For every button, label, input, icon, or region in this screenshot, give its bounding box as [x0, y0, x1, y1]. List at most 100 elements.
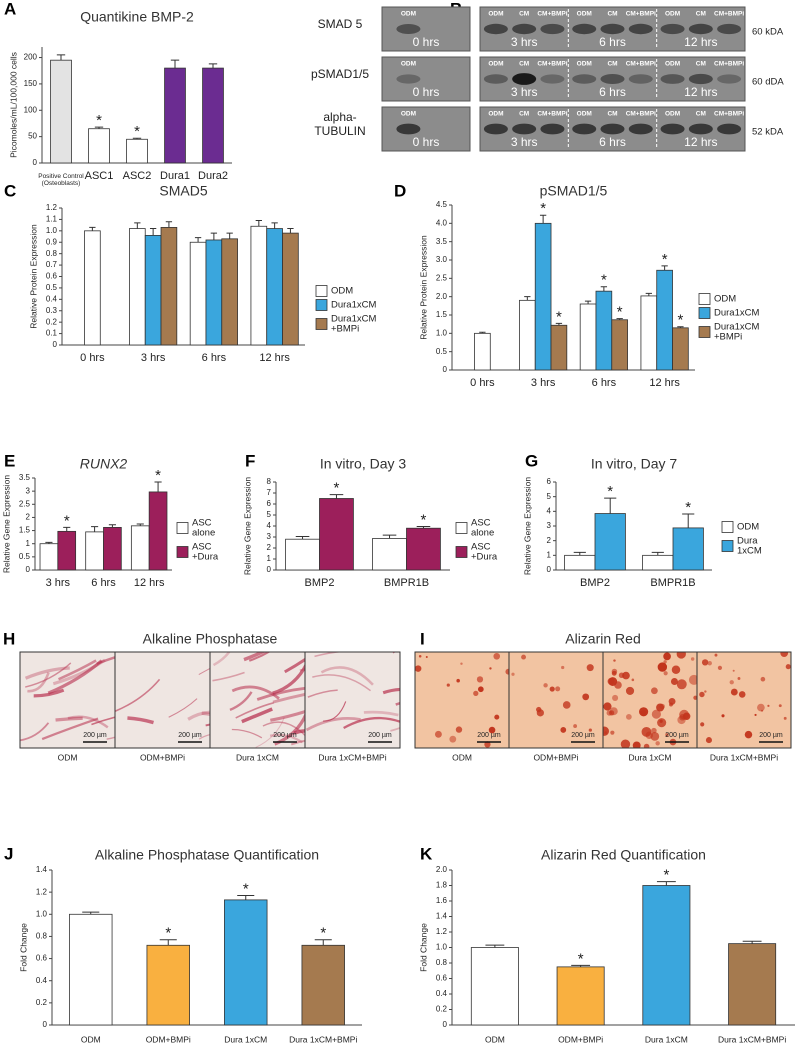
mineral-dot: [434, 730, 442, 738]
panel-letter: K: [420, 844, 433, 863]
x-tick-label: BMP2: [580, 577, 610, 589]
y-tick-label: 0.9: [46, 237, 58, 246]
mineral-dot: [641, 726, 652, 737]
blot-time: 6 hrs: [599, 135, 626, 149]
error-bar: [661, 265, 668, 271]
x-tick-label: 3 hrs: [46, 577, 71, 589]
legend-swatch: [455, 546, 468, 558]
cell-stroke: [272, 663, 305, 695]
y-axis-label: Picomoles/mL/100,000 cells: [8, 52, 18, 158]
y-tick-label: 2.5: [436, 273, 448, 282]
scale-label: 200 µm: [273, 732, 297, 739]
blot-band: [600, 74, 625, 84]
y-tick-label: 3.5: [436, 237, 448, 246]
error-bar: [194, 237, 202, 243]
legend-label: +Dura: [192, 552, 219, 563]
mineral-dot: [536, 709, 544, 717]
legend-swatch: [698, 307, 711, 319]
error-bar: [656, 881, 676, 886]
y-tick-label: 0.2: [436, 1005, 448, 1014]
x-tick-label: 12 hrs: [649, 377, 680, 389]
y-tick-label: 3: [267, 532, 272, 541]
error-bar: [45, 541, 53, 544]
y-tick-label: 50: [28, 132, 37, 141]
x-tick-label: (Osteoblasts): [42, 180, 81, 187]
bar: [550, 324, 568, 371]
legend-label: ASC: [471, 542, 491, 553]
y-tick-label: 0.7: [46, 260, 58, 269]
blot-band: [572, 74, 597, 84]
x-tick-label: Dura 1xCM: [224, 1034, 267, 1044]
panel-letter: H: [3, 629, 15, 648]
error-bar: [63, 526, 71, 532]
bar: [69, 913, 113, 1026]
mineral-dot: [650, 731, 660, 741]
micrograph: [305, 652, 400, 748]
error-bar: [208, 63, 218, 69]
y-tick-label: 1.2: [36, 887, 48, 896]
cell-stroke: [198, 667, 210, 676]
x-tick-label: ASC2: [123, 170, 152, 182]
significance-mark: *: [578, 950, 584, 967]
bar: [579, 303, 597, 371]
y-tick-label: 4.5: [436, 200, 448, 209]
cell-stroke: [392, 652, 396, 654]
bar: [205, 239, 223, 346]
blot-band: [572, 123, 597, 135]
blot-band: [600, 23, 625, 35]
y-tick-label: 2: [26, 513, 31, 522]
significance-mark: *: [601, 272, 607, 289]
mineral-dot: [707, 661, 712, 666]
error-bar: [108, 524, 116, 528]
blot-band: [717, 23, 742, 35]
error-bar: [89, 226, 96, 231]
blot-time: 3 hrs: [511, 85, 538, 99]
x-tick-label: Dura2: [198, 170, 228, 182]
significance-mark: *: [64, 512, 70, 529]
x-tick-label: 0 hrs: [80, 352, 105, 364]
mineral-dot: [783, 716, 787, 720]
bar: [319, 498, 354, 571]
bar: [595, 290, 613, 371]
mineral-dot: [688, 674, 697, 685]
mineral-dot: [582, 693, 590, 701]
blot-lane-label: ODM: [488, 61, 503, 68]
error-bar: [416, 526, 431, 529]
y-tick-label: 0: [43, 1020, 48, 1029]
y-tick-label: 4.0: [436, 218, 448, 227]
significance-mark: *: [134, 123, 140, 140]
mineral-dot: [651, 727, 657, 734]
panel-letter: J: [4, 844, 13, 863]
cell-stroke: [55, 716, 83, 722]
bar: [129, 228, 146, 346]
mineral-dot: [606, 710, 613, 716]
blot-band: [572, 23, 597, 35]
blot-lane-label: CM: [519, 11, 529, 18]
legend-label: ODM: [331, 286, 353, 297]
bar: [564, 554, 596, 571]
cell-stroke: [293, 729, 305, 735]
bar: [470, 947, 519, 1026]
bar: [50, 59, 72, 164]
bar: [84, 230, 101, 346]
cell-stroke: [256, 686, 305, 701]
y-tick-label: 4: [267, 521, 272, 530]
blot-lane-label: ODM: [665, 61, 680, 68]
cell-stroke: [248, 652, 271, 662]
y-tick-label: 1: [267, 554, 272, 563]
panel-letter: C: [4, 181, 16, 200]
blot-band: [483, 123, 508, 135]
y-tick-label: 2.0: [436, 865, 448, 874]
blot-band: [540, 23, 565, 35]
y-tick-label: 1.0: [436, 328, 448, 337]
blot-lane-label: CM+BMPi: [626, 111, 656, 118]
error-bar: [159, 939, 177, 946]
blot-lane-label: ODM: [401, 11, 416, 18]
mineral-dot: [588, 728, 592, 732]
x-tick-label: BMP2: [305, 577, 335, 589]
mineral-dot: [612, 694, 619, 701]
bar: [285, 538, 320, 571]
blot-band: [688, 23, 713, 35]
x-tick-label: 12 hrs: [134, 577, 165, 589]
mineral-dot: [754, 713, 757, 717]
